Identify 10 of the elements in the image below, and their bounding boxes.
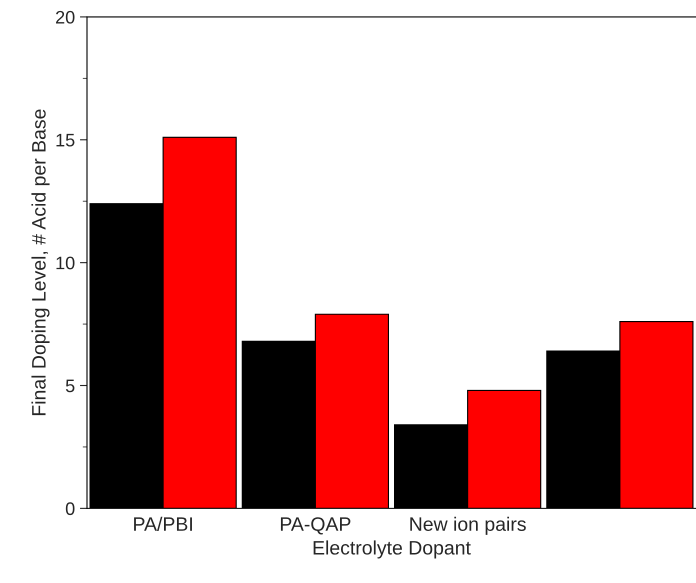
- y-tick-label: 20: [56, 10, 74, 24]
- x-axis-title: Electrolyte Dopant: [314, 540, 471, 559]
- y-axis-title: Final Doping Level, # Acid per Base: [31, 109, 50, 416]
- x-tick-label: PA-QAP: [280, 517, 350, 534]
- y-tick-label: 15: [56, 134, 74, 146]
- y-tick-label: 5: [66, 380, 74, 392]
- x-tick-label: New ion pairs: [410, 516, 526, 535]
- y-tick-label: 10: [56, 256, 74, 270]
- x-tick-label: PA/PBI: [134, 516, 192, 531]
- y-tick-label: 0: [66, 502, 74, 516]
